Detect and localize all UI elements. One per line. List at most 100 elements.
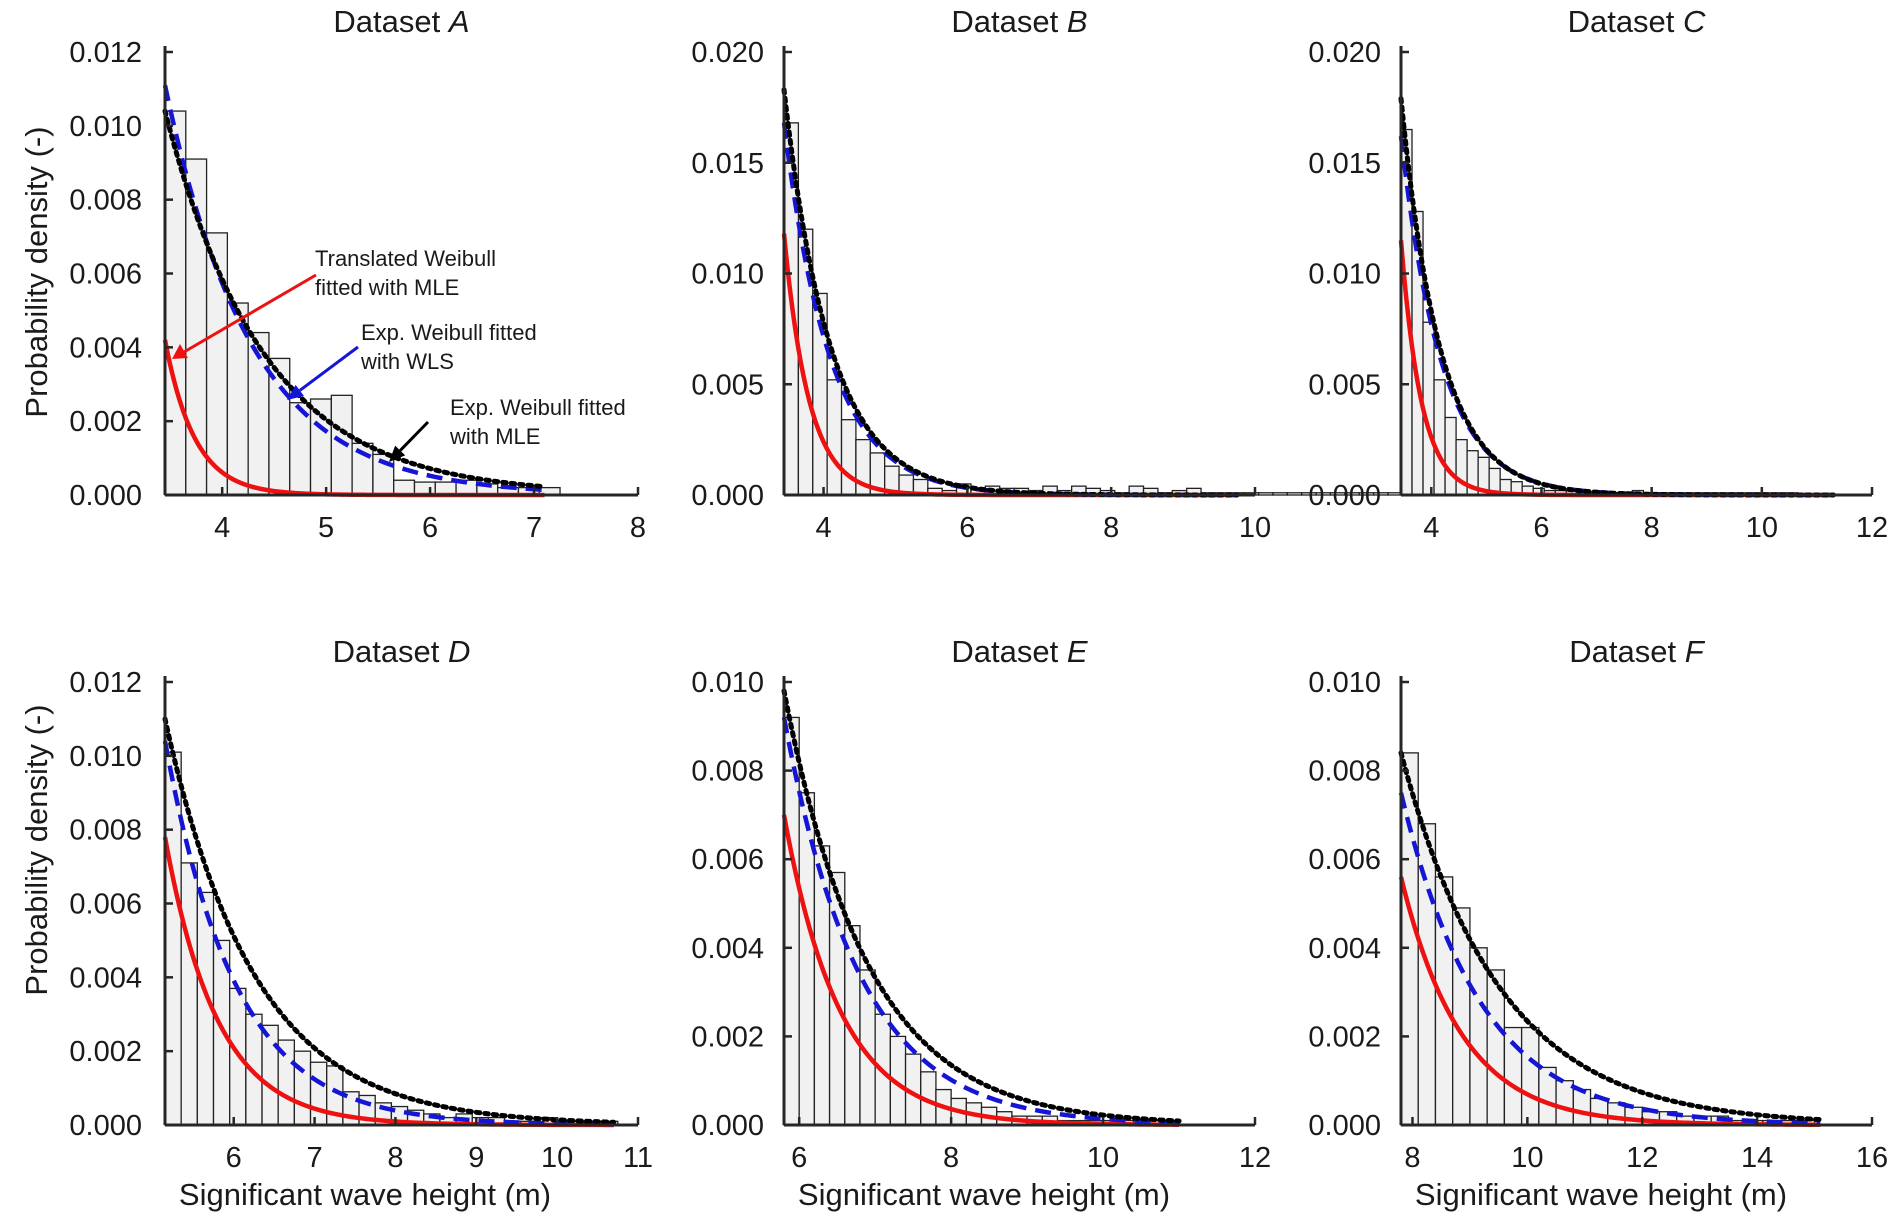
annotation-black-arrow-line bbox=[399, 420, 430, 452]
y-tick-label: 0.015 bbox=[1308, 148, 1381, 180]
y-tick-label: 0.008 bbox=[69, 815, 142, 847]
x-tick-label: 10 bbox=[1511, 1142, 1543, 1174]
curve-exp-weibull-mle bbox=[781, 688, 1182, 1124]
panel-C: 0.000 0.005 0.010 0.015 0.020 4 6 8 10 12 Dataset … bbox=[1308, 4, 1888, 544]
annotation-red-text-2: fitted with MLE bbox=[315, 275, 459, 300]
y-tick-label: 0.000 bbox=[691, 480, 764, 512]
y-tick-label: 0.010 bbox=[69, 741, 142, 773]
x-tick-label: 7 bbox=[307, 1142, 323, 1174]
annotation-blue-arrow-line bbox=[298, 345, 359, 392]
y-axis-label-bottom: Probability density (-) bbox=[19, 704, 54, 995]
y-tick-label: 0.010 bbox=[1308, 667, 1381, 699]
y-tick-label: 0.010 bbox=[691, 259, 764, 291]
panel-B: 0.000 0.005 0.010 0.015 0.020 4 6 8 10 Dataset B bbox=[691, 4, 1404, 544]
histogram-bar bbox=[309, 398, 332, 496]
y-tick-label: 0.005 bbox=[1308, 369, 1381, 401]
x-tick-label: 6 bbox=[422, 512, 438, 544]
chart-title: Dataset C bbox=[1568, 4, 1706, 39]
annotation-red-text-1: Translated Weibull bbox=[315, 246, 496, 271]
histogram-bar bbox=[840, 419, 857, 496]
chart-title: Dataset F bbox=[1569, 634, 1705, 669]
chart-title: Dataset E bbox=[951, 634, 1087, 669]
x-tick-label: 10 bbox=[1239, 512, 1271, 544]
y-tick-label: 0.004 bbox=[69, 332, 142, 364]
chart-title-prefix: Dataset bbox=[1569, 634, 1684, 669]
x-tick-label: 12 bbox=[1239, 1142, 1271, 1174]
x-tick-label: 10 bbox=[1746, 512, 1778, 544]
annotation-red-arrow-line bbox=[183, 273, 317, 354]
y-tick-label: 0.010 bbox=[1308, 259, 1381, 291]
x-tick-label: 10 bbox=[541, 1142, 573, 1174]
x-tick-label: 6 bbox=[226, 1142, 242, 1174]
chart-title-prefix: Dataset bbox=[333, 4, 448, 39]
y-tick-label: 0.008 bbox=[691, 756, 764, 788]
chart-title-prefix: Dataset bbox=[1568, 4, 1683, 39]
chart-title: Dataset B bbox=[951, 4, 1087, 39]
y-tick-label: 0.000 bbox=[691, 1110, 764, 1142]
x-tick-label: 8 bbox=[943, 1142, 959, 1174]
x-tick-label: 10 bbox=[1087, 1142, 1119, 1174]
histogram-bar bbox=[164, 751, 182, 1126]
chart-title-letter: B bbox=[1067, 4, 1088, 39]
curve-exp-weibull-wls bbox=[1398, 792, 1821, 1126]
y-tick-label: 0.006 bbox=[69, 889, 142, 921]
chart-title-prefix: Dataset bbox=[951, 4, 1066, 39]
curve-exp-weibull-mle bbox=[1398, 96, 1836, 498]
x-tick-label: 9 bbox=[468, 1142, 484, 1174]
y-tick-label: 0.010 bbox=[691, 667, 764, 699]
y-tick-label: 0.012 bbox=[69, 667, 142, 699]
annotation-red: Translated Weibull fitted with MLE bbox=[172, 246, 496, 359]
x-tick-label: 6 bbox=[1533, 512, 1549, 544]
y-tick-label: 0.005 bbox=[691, 369, 764, 401]
histogram-bar bbox=[1572, 1088, 1592, 1126]
y-tick-label: 0.012 bbox=[69, 37, 142, 69]
y-tick-label: 0.004 bbox=[691, 933, 764, 965]
histogram-bar bbox=[1452, 907, 1471, 1126]
x-tick-label: 8 bbox=[630, 512, 646, 544]
x-tick-label: 12 bbox=[1856, 512, 1888, 544]
y-tick-label: 0.015 bbox=[691, 148, 764, 180]
y-tick-label: 0.002 bbox=[691, 1021, 764, 1053]
chart-title-letter: A bbox=[447, 4, 470, 39]
histogram-bar bbox=[293, 1050, 312, 1126]
annotation-blue: Exp. Weibull fitted with WLS bbox=[360, 320, 537, 374]
chart-panels: 0.000 0.002 0.004 0.006 0.008 0.010 0.012 4 5 6 7 8… bbox=[69, 4, 1888, 1174]
panel-F: 0.000 0.002 0.004 0.006 0.008 0.010 8 10 12 14 16 D… bbox=[1308, 634, 1888, 1174]
panel-E: 0.000 0.002 0.004 0.006 0.008 0.010 6 8 10 12 Data… bbox=[691, 634, 1271, 1174]
y-tick-label: 0.000 bbox=[69, 480, 142, 512]
histogram-bar bbox=[1444, 416, 1457, 496]
chart-title: Dataset D bbox=[333, 634, 471, 669]
chart-title-prefix: Dataset bbox=[333, 634, 448, 669]
x-tick-label: 6 bbox=[791, 1142, 807, 1174]
y-tick-label: 0.006 bbox=[691, 844, 764, 876]
y-tick-label: 0.008 bbox=[1308, 756, 1381, 788]
chart-title-letter: F bbox=[1685, 634, 1706, 669]
annotation-black-text-1: Exp. Weibull fitted bbox=[450, 395, 626, 420]
y-tick-label: 0.002 bbox=[69, 406, 142, 438]
x-tick-label: 6 bbox=[959, 512, 975, 544]
y-axis-label-top: Probability density (-) bbox=[19, 126, 54, 417]
x-tick-label: 12 bbox=[1626, 1142, 1658, 1174]
y-tick-label: 0.010 bbox=[69, 111, 142, 143]
histogram-bar bbox=[1286, 492, 1303, 496]
annotation-red-arrowhead bbox=[172, 344, 188, 359]
x-tick-label: 7 bbox=[526, 512, 542, 544]
y-tick-label: 0.006 bbox=[69, 259, 142, 291]
x-tick-label: 4 bbox=[214, 512, 230, 544]
x-axis-label-3: Significant wave height (m) bbox=[1415, 1177, 1787, 1212]
histogram-bar bbox=[261, 1024, 279, 1126]
annotation-black-arrow-head bbox=[389, 445, 406, 462]
x-tick-label: 8 bbox=[1103, 512, 1119, 544]
annotation-blue-text-1: Exp. Weibull fitted bbox=[361, 320, 537, 345]
y-tick-label: 0.000 bbox=[1308, 1110, 1381, 1142]
histogram-bar bbox=[309, 1061, 328, 1126]
x-tick-label: 4 bbox=[1423, 512, 1439, 544]
curve-exp-weibull-mle bbox=[162, 716, 617, 1125]
x-tick-label: 4 bbox=[815, 512, 831, 544]
y-tick-label: 0.000 bbox=[69, 1110, 142, 1142]
panel-A: 0.000 0.002 0.004 0.006 0.008 0.010 0.012 4 5 6 7 8… bbox=[69, 4, 646, 544]
annotation-blue-text-2: with WLS bbox=[360, 349, 454, 374]
chart-title-letter: E bbox=[1067, 634, 1088, 669]
x-tick-label: 16 bbox=[1856, 1142, 1888, 1174]
curve-exp-weibull-wls bbox=[781, 717, 1180, 1125]
